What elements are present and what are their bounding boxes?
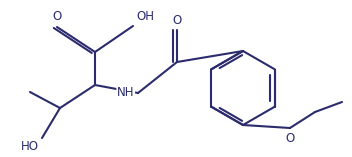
Text: O: O [52, 10, 62, 23]
Text: NH: NH [117, 87, 134, 100]
Text: O: O [285, 132, 295, 145]
Text: O: O [172, 14, 182, 27]
Text: HO: HO [20, 140, 38, 153]
Text: OH: OH [137, 10, 155, 23]
